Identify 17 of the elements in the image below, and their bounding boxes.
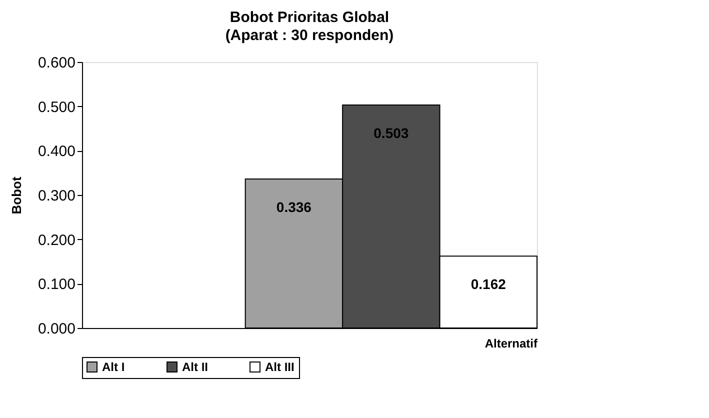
data-label: 0.162	[470, 276, 506, 292]
chart-title: Bobot Prioritas Global	[230, 9, 390, 26]
data-label: 0.336	[276, 199, 312, 216]
y-tick-label: 0.600	[38, 54, 76, 72]
chart-subtitle: (Aparat : 30 responden)	[225, 27, 394, 44]
legend-label: Alt I	[102, 360, 125, 374]
y-tick-label: 0.200	[38, 232, 76, 249]
y-tick-label: 0.300	[38, 188, 76, 204]
y-tick-label: 0.000	[38, 320, 76, 338]
legend-label: Alt III	[265, 360, 294, 374]
y-tick-label: 0.500	[38, 98, 76, 116]
x-axis-title: Alternatif	[484, 336, 538, 350]
y-axis-title: Bobot	[8, 176, 24, 214]
data-label: 0.503	[374, 125, 409, 142]
y-tick-label: 0.400	[38, 143, 76, 160]
legend-label: Alt II	[182, 360, 208, 374]
y-tick-label: 0.100	[38, 276, 76, 294]
